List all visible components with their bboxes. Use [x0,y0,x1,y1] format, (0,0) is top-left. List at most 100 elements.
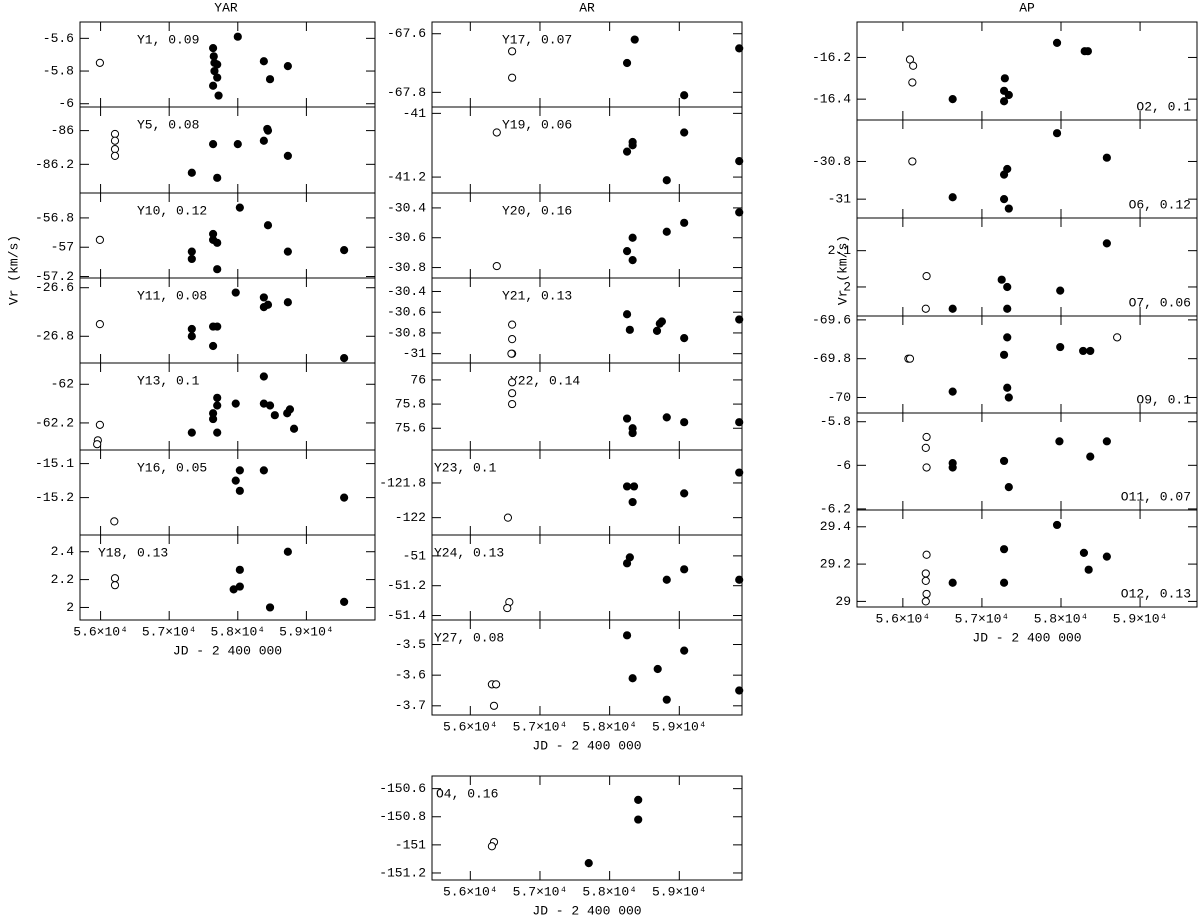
y-tick-label: -69.8 [812,351,851,366]
x-tick-label: 5.6×10⁴ [876,611,931,626]
y-axis-label: Vr (km/s) [6,235,21,305]
filled-point [187,332,196,341]
filled-point [999,456,1009,466]
panel-frame [79,534,376,621]
filled-point [1052,38,1062,47]
filled-point [948,95,957,104]
panel-frame [79,21,376,108]
panel-title: Y17, 0.07 [502,32,572,47]
filled-point [208,139,218,149]
y-tick-label: -86 [51,123,74,138]
filled-point [735,44,744,53]
filled-point [680,128,689,137]
y-tick-label: -16.2 [812,50,851,65]
filled-point [340,354,349,363]
open-point [922,589,931,599]
panel-title: Y5, 0.08 [137,117,199,132]
y-tick-label: -51.2 [387,578,426,593]
filled-point [735,575,744,584]
open-point [508,335,517,344]
filled-point [1055,437,1064,446]
filled-point [235,582,244,591]
x-axis-label: JD - 2 400 000 [173,643,282,658]
filled-point [628,233,637,242]
y-tick-label: -150.8 [379,809,426,824]
filled-point [1004,90,1013,100]
column-title: AR [579,0,595,15]
filled-point [340,493,349,502]
filled-point [213,265,222,274]
filled-point [622,247,632,256]
filled-point [1052,520,1062,530]
y-tick-label: -150.6 [379,781,426,796]
panel-title: Y10, 0.12 [137,203,207,218]
y-tick-label: -5.8 [820,414,851,429]
open-point [491,680,501,689]
filled-point [265,603,275,612]
filled-point [187,428,196,437]
y-tick-label: -16.4 [812,92,851,107]
open-point [922,271,931,281]
y-tick-label: -121.8 [379,475,426,490]
filled-point [680,489,689,498]
y-tick-label: -151.2 [379,865,426,880]
open-point [508,389,517,398]
x-tick-label: 5.7×10⁴ [513,719,568,734]
open-point [921,576,930,585]
filled-point [622,58,632,68]
panel-title: O9, 0.1 [1136,392,1191,407]
y-tick-label: -3.5 [395,637,426,652]
open-point [110,581,120,590]
filled-point [187,324,196,334]
filled-point [1052,129,1062,138]
filled-point [1004,393,1013,402]
filled-point [235,466,244,475]
y-tick-label: 2.1 [828,243,852,258]
y-tick-label: -86.2 [35,157,74,172]
filled-point [285,405,295,414]
y-tick-label: 29 [835,594,851,609]
panel-title: Y24, 0.13 [434,545,504,560]
filled-point [270,411,279,420]
open-point [921,569,930,578]
filled-point [662,176,671,185]
filled-point [680,218,689,227]
filled-point [1086,346,1095,356]
x-tick-label: 5.9×10⁴ [652,719,707,734]
panel-frame [431,277,743,364]
y-tick-label: -41 [403,106,427,121]
filled-point [213,428,222,437]
panel-frame [431,619,743,716]
y-tick-label: 29.4 [820,519,851,534]
filled-point [680,91,689,100]
filled-point [235,565,244,574]
filled-point [657,317,666,326]
filled-point [948,387,957,396]
filled-point [622,310,632,319]
y-tick-label: -15.1 [35,456,74,471]
filled-point [630,35,639,44]
open-point [487,842,497,851]
y-tick-label: -30.6 [387,230,426,245]
open-point [110,145,120,154]
filled-point [999,350,1009,359]
open-point [922,432,931,442]
y-tick-label: -5.6 [43,31,74,46]
panel-title: O7, 0.06 [1129,295,1191,310]
x-tick-label: 5.7×10⁴ [142,624,197,639]
filled-point [735,157,744,166]
panel-frame [79,192,376,279]
filled-point [999,195,1009,204]
filled-point [948,463,957,472]
filled-point [263,221,273,230]
y-tick-label: -31 [403,346,427,361]
x-tick-label: 5.7×10⁴ [513,884,568,899]
filled-point [1102,552,1111,561]
y-tick-label: 2 [843,279,851,294]
open-point [922,463,931,472]
filled-point [1102,239,1111,248]
x-axis-label: JD - 2 400 000 [972,630,1081,645]
filled-point [1056,342,1065,352]
filled-point [622,559,632,568]
